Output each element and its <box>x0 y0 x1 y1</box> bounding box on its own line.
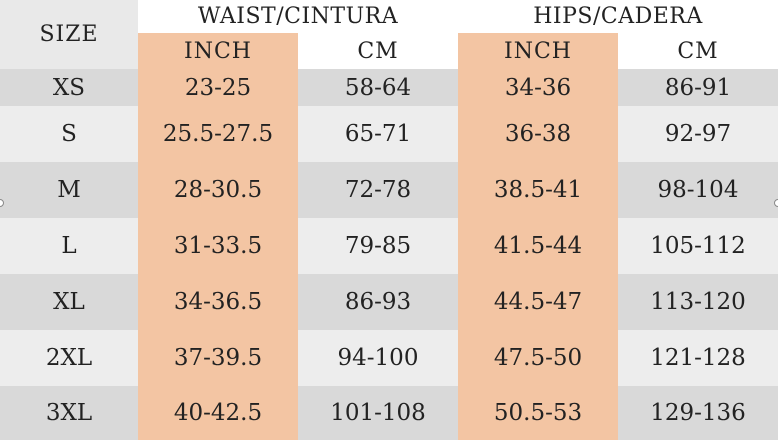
hips-cm-cell: 98-104 <box>618 162 778 218</box>
waist-cm-cell: 94-100 <box>298 330 458 386</box>
waist-cm-cell: 72-78 <box>298 162 458 218</box>
table-row: 3XL 40-42.5 101-108 50.5-53 129-136 <box>0 386 778 440</box>
waist-inch-cell: 25.5-27.5 <box>138 106 298 162</box>
hips-cm-cell: 105-112 <box>618 218 778 274</box>
size-cell: XL <box>0 274 138 330</box>
hips-inch-cell: 36-38 <box>458 106 618 162</box>
hips-inch-cell: 44.5-47 <box>458 274 618 330</box>
hips-cm-cell: 129-136 <box>618 386 778 440</box>
size-cell: M <box>0 162 138 218</box>
hips-cm-cell: 92-97 <box>618 106 778 162</box>
table-row: M 28-30.5 72-78 38.5-41 98-104 <box>0 162 778 218</box>
group-header-row: WAIST/CINTURA HIPS/CADERA <box>0 0 778 33</box>
waist-inch-cell: 34-36.5 <box>138 274 298 330</box>
waist-cm-cell: 101-108 <box>298 386 458 440</box>
size-cell: L <box>0 218 138 274</box>
hips-group-header: HIPS/CADERA <box>458 0 778 33</box>
waist-inch-cell: 37-39.5 <box>138 330 298 386</box>
size-cell: S <box>0 106 138 162</box>
hips-inch-cell: 47.5-50 <box>458 330 618 386</box>
table-row: 2XL 37-39.5 94-100 47.5-50 121-128 <box>0 330 778 386</box>
hips-inch-header: INCH <box>458 33 618 69</box>
size-cell: 2XL <box>0 330 138 386</box>
hips-cm-cell: 86-91 <box>618 69 778 106</box>
size-cell: XS <box>0 69 138 106</box>
hips-inch-cell: 34-36 <box>458 69 618 106</box>
hips-cm-cell: 113-120 <box>618 274 778 330</box>
hips-inch-cell: 38.5-41 <box>458 162 618 218</box>
size-column-header: SIZE <box>0 0 138 69</box>
waist-cm-header: CM <box>298 33 458 69</box>
size-header-spacer <box>0 0 138 33</box>
waist-inch-cell: 40-42.5 <box>138 386 298 440</box>
waist-cm-cell: 79-85 <box>298 218 458 274</box>
waist-cm-cell: 65-71 <box>298 106 458 162</box>
table-row: XS 23-25 58-64 34-36 86-91 <box>0 69 778 106</box>
waist-inch-cell: 23-25 <box>138 69 298 106</box>
table-row: S 25.5-27.5 65-71 36-38 92-97 <box>0 106 778 162</box>
waist-group-header: WAIST/CINTURA <box>138 0 458 33</box>
hips-cm-cell: 121-128 <box>618 330 778 386</box>
hips-inch-cell: 41.5-44 <box>458 218 618 274</box>
waist-cm-cell: 58-64 <box>298 69 458 106</box>
size-cell: 3XL <box>0 386 138 440</box>
waist-inch-cell: 31-33.5 <box>138 218 298 274</box>
waist-inch-header: INCH <box>138 33 298 69</box>
right-edge-handle-icon <box>774 199 778 207</box>
hips-inch-cell: 50.5-53 <box>458 386 618 440</box>
table-row: L 31-33.5 79-85 41.5-44 105-112 <box>0 218 778 274</box>
waist-cm-cell: 86-93 <box>298 274 458 330</box>
table-row: XL 34-36.5 86-93 44.5-47 113-120 <box>0 274 778 330</box>
unit-header-row: INCH CM INCH CM <box>0 33 778 69</box>
hips-cm-header: CM <box>618 33 778 69</box>
size-header-spacer <box>0 33 138 69</box>
waist-inch-cell: 28-30.5 <box>138 162 298 218</box>
